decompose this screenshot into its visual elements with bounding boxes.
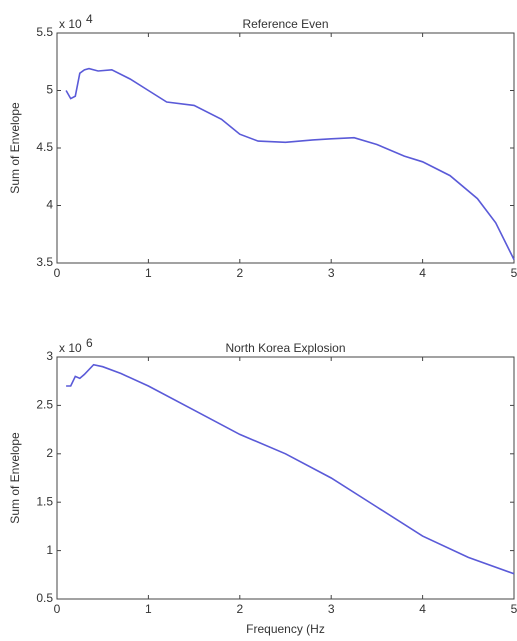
multiplier-exponent: 4 [86, 12, 93, 26]
y-tick-label: 0.5 [36, 591, 53, 605]
x-tick-label: 4 [419, 266, 426, 280]
axes-frame [56, 32, 515, 264]
chart-title: North Korea Explosion [225, 341, 345, 355]
x-tick-label: 2 [236, 266, 243, 280]
y-tick-label: 4.5 [36, 140, 53, 154]
y-tick-label: 1 [46, 543, 53, 557]
x-tick-label: 1 [145, 266, 152, 280]
x-tick-label: 5 [511, 602, 517, 616]
multiplier-base: x 10 [59, 17, 82, 31]
x-tick-label: 3 [328, 602, 335, 616]
x-axis-label: Frequency (Hz [246, 622, 325, 636]
y-axis-label: Sum of Envelope [8, 102, 22, 194]
multiplier-exponent: 6 [86, 336, 93, 350]
y-tick-label: 2.5 [36, 398, 53, 412]
y-tick-label: 3 [46, 349, 53, 363]
x-tick-label: 1 [145, 602, 152, 616]
y-tick-label: 5.5 [36, 25, 53, 39]
multiplier-base: x 10 [59, 341, 82, 355]
y-tick-label: 3.5 [36, 255, 53, 269]
x-tick-label: 5 [511, 266, 517, 280]
y-tick-label: 5 [46, 83, 53, 97]
y-axis-label: Sum of Envelope [8, 432, 22, 524]
axes-frame [56, 356, 515, 600]
y-tick-label: 1.5 [36, 494, 53, 508]
x-tick-label: 0 [54, 602, 61, 616]
x-tick-label: 4 [419, 602, 426, 616]
x-tick-label: 3 [328, 266, 335, 280]
x-tick-label: 2 [236, 602, 243, 616]
y-tick-label: 4 [46, 198, 53, 212]
x-tick-label: 0 [54, 266, 61, 280]
y-tick-label: 2 [46, 446, 53, 460]
chart-title: Reference Even [242, 17, 328, 31]
data-line [66, 363, 515, 575]
data-line [65, 67, 515, 260]
